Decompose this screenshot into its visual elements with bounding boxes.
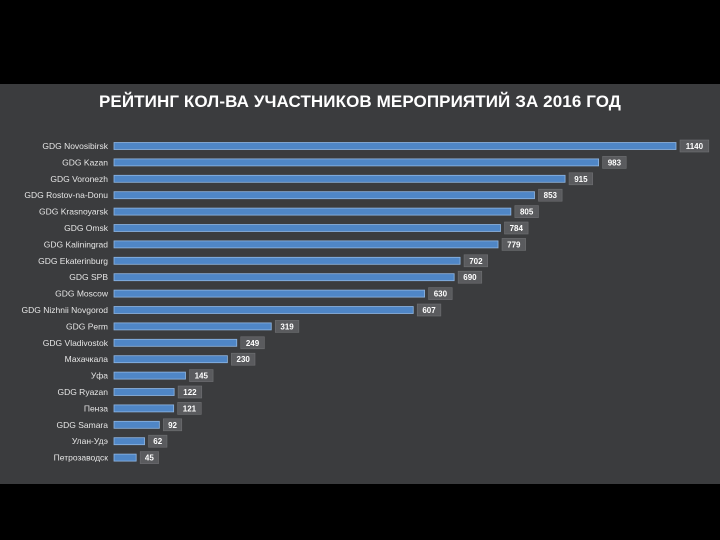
data-label: 690 <box>463 273 477 282</box>
data-label: 779 <box>507 240 521 249</box>
category-label: Пенза <box>84 403 108 413</box>
bar <box>113 437 145 446</box>
data-label: 62 <box>153 437 162 446</box>
category-label: GDG Ryazan <box>57 387 108 397</box>
category-label: GDG Nizhnii Novgorod <box>22 305 109 315</box>
data-label: 784 <box>510 224 524 233</box>
bar <box>113 224 501 232</box>
data-label-box <box>177 385 203 399</box>
category-label: Махачкала <box>65 354 109 364</box>
category-label: GDG Rostov-na-Donu <box>24 190 108 200</box>
data-label: 145 <box>195 372 209 381</box>
data-label: 319 <box>280 322 294 331</box>
bar <box>113 338 238 347</box>
bar <box>113 158 600 167</box>
data-label-box <box>148 434 168 448</box>
data-label-box <box>463 254 488 268</box>
bar <box>113 207 512 216</box>
data-label: 853 <box>544 191 558 200</box>
data-label-box <box>428 287 453 300</box>
bar <box>113 322 272 331</box>
data-label-box <box>514 205 539 218</box>
category-label: GDG Novosibirsk <box>42 141 108 151</box>
bar <box>113 388 175 396</box>
data-label: 1140 <box>686 142 704 151</box>
bar <box>113 240 499 249</box>
category-label: GDG Ekaterinburg <box>38 256 108 266</box>
data-label: 121 <box>183 404 197 413</box>
category-label: Улан-Удэ <box>72 436 108 446</box>
data-label: 249 <box>246 339 260 348</box>
data-label-box <box>416 303 442 317</box>
category-label: GDG Samara <box>57 420 109 430</box>
category-label: GDG Kazan <box>62 157 108 167</box>
bar <box>113 453 137 462</box>
bar <box>113 420 160 429</box>
data-label-box <box>177 402 202 415</box>
bar <box>113 404 175 413</box>
category-label: Петрозаводск <box>54 453 109 463</box>
data-label-box <box>274 320 300 333</box>
chart-title: РЕЙТИНГ КОЛ-ВА УЧАСТНИКОВ МЕРОПРИЯТИЙ ЗА… <box>98 92 622 111</box>
category-label: GDG Kaliningrad <box>44 239 109 249</box>
bar-chart: GDG Novosibirsk 1140 GDG Kazan 983 GDG Voron… <box>22 139 710 464</box>
data-label-box <box>501 238 526 251</box>
category-label: GDG Omsk <box>64 223 109 233</box>
category-label: GDG Voronezh <box>50 174 108 184</box>
data-label-box <box>139 451 159 464</box>
category-label: GDG SPB <box>69 272 108 282</box>
category-label: GDG Krasnoyarsk <box>39 207 109 217</box>
data-label-box <box>679 139 710 153</box>
data-label-box <box>538 188 563 202</box>
data-label: 45 <box>145 454 154 463</box>
data-label: 630 <box>434 290 448 299</box>
category-label: GDG Perm <box>66 321 108 331</box>
category-label: GDG Moscow <box>55 289 109 299</box>
data-label: 122 <box>183 388 197 397</box>
bar <box>113 142 677 150</box>
bar <box>113 355 228 364</box>
data-label: 983 <box>608 158 622 167</box>
bar <box>113 256 461 265</box>
bar <box>113 191 535 200</box>
data-label: 230 <box>237 355 251 364</box>
data-label: 805 <box>520 208 534 217</box>
bar <box>113 371 186 380</box>
slide-panel: РЕЙТИНГ КОЛ-ВА УЧАСТНИКОВ МЕРОПРИЯТИЙ ЗА… <box>0 84 720 484</box>
data-label-box <box>163 418 183 432</box>
data-label: 607 <box>422 306 436 315</box>
data-label-box <box>231 352 256 366</box>
data-label: 702 <box>469 257 483 266</box>
bar <box>113 306 414 314</box>
data-label: 92 <box>168 421 177 430</box>
data-label-box <box>568 172 593 186</box>
data-label-box <box>189 369 214 382</box>
data-label-box <box>504 221 529 235</box>
data-label-box <box>602 156 627 169</box>
data-label: 915 <box>574 175 588 184</box>
category-label: Уфа <box>91 371 108 381</box>
data-label-box <box>240 336 265 350</box>
bar <box>113 289 425 298</box>
data-label-box <box>457 270 483 284</box>
category-label: GDG Vladivostok <box>43 338 109 348</box>
bar <box>113 273 455 282</box>
bar <box>113 174 566 183</box>
